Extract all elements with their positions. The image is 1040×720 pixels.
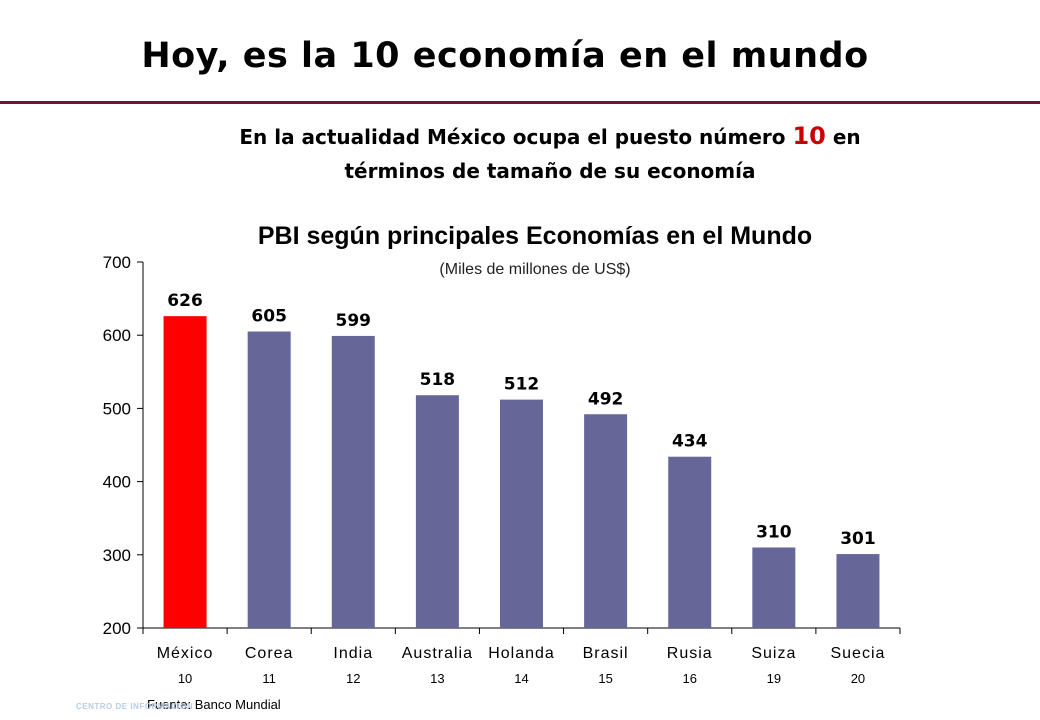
bar-brasil: [584, 414, 628, 628]
data-label: 512: [504, 375, 540, 395]
bar-méxico: [163, 316, 207, 628]
category-label: Corea: [245, 645, 294, 662]
data-label: 310: [756, 522, 792, 542]
rank-label: 20: [850, 671, 866, 686]
rank-label: 16: [682, 671, 697, 686]
footer-logo: CENTRO DE INFORMACION: [76, 702, 194, 711]
rank-label: 14: [514, 671, 529, 686]
y-tick-label: 700: [103, 253, 131, 272]
bar-holanda: [500, 399, 543, 628]
category-label: Suiza: [751, 645, 796, 662]
y-tick-label: 600: [103, 326, 131, 345]
data-label: 605: [251, 307, 287, 327]
bar-suecia: [836, 554, 880, 628]
subtitle-text-end: en: [825, 125, 861, 149]
category-label: Holanda: [488, 645, 555, 662]
chart-title: PBI según principales Economías en el Mu…: [257, 222, 813, 250]
y-tick-label: 500: [103, 399, 131, 418]
data-label: 301: [840, 529, 876, 549]
rank-row: 10 11 12 13 14 15 16 19 20: [0, 671, 1040, 691]
bar-suiza: [752, 547, 796, 628]
title-divider: [0, 101, 1040, 104]
rank-label: 15: [598, 671, 613, 686]
data-label: 492: [588, 389, 624, 409]
rank-label: 19: [766, 671, 782, 686]
category-label: Suecia: [830, 645, 885, 662]
bar-australia: [415, 395, 459, 628]
data-label: 599: [336, 311, 372, 331]
bar-rusia: [668, 456, 712, 628]
category-label: India: [333, 645, 373, 662]
data-label: 518: [420, 370, 456, 390]
category-label: Rusia: [667, 645, 713, 662]
rank-label: 12: [346, 671, 361, 686]
bar-corea: [247, 331, 291, 628]
slide-title: Hoy, es la 10 economía en el mundo: [141, 36, 869, 76]
slide-subtitle: En la actualidad México ocupa el puesto …: [150, 119, 950, 188]
category-label: México: [157, 645, 214, 662]
source-note: Fuente: Banco Mundial: [147, 697, 281, 712]
y-tick-label: 200: [103, 619, 131, 638]
category-label: Brasil: [583, 645, 629, 662]
category-label: Australia: [402, 645, 473, 662]
subtitle-text-start: En la actualidad México ocupa el puesto …: [239, 125, 793, 149]
y-tick-label: 300: [103, 546, 131, 565]
subtitle-rank-highlight: 10: [792, 122, 826, 150]
rank-label: 11: [262, 671, 276, 686]
rank-label: 10: [177, 671, 193, 686]
bar-india: [331, 335, 375, 628]
subtitle-text-line2: términos de tamaño de su economía: [344, 159, 756, 183]
rank-label: 13: [430, 671, 445, 686]
chart-subtitle: (Miles de millones de US$): [439, 261, 631, 278]
data-label: 626: [167, 291, 203, 311]
y-tick-label: 400: [103, 473, 131, 492]
data-label: 434: [672, 432, 708, 452]
